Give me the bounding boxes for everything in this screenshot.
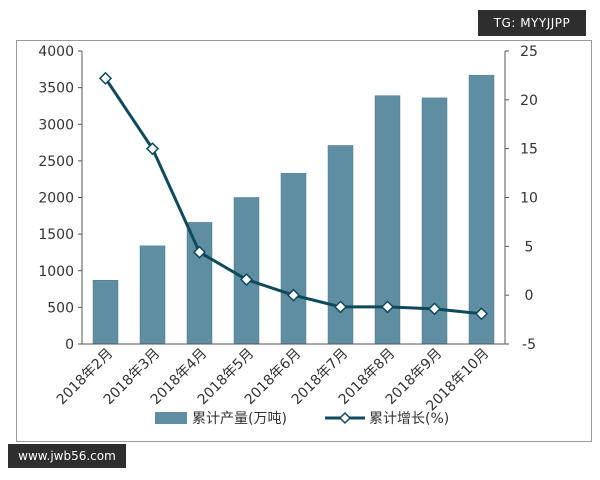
bar bbox=[327, 145, 354, 345]
line-point bbox=[333, 300, 348, 314]
watermark-badge-bottom: www.jwb56.com bbox=[8, 444, 126, 468]
right-tick-label: 25 bbox=[520, 44, 538, 60]
line-point bbox=[145, 142, 160, 156]
watermark-badge-top: TG: MYYJJPP bbox=[478, 10, 586, 36]
legend-bar-swatch bbox=[155, 412, 187, 424]
left-tick-label: 0 bbox=[65, 337, 74, 353]
bar bbox=[186, 222, 213, 345]
bar bbox=[139, 245, 166, 345]
bars-layer bbox=[92, 74, 495, 345]
chart-frame: 0 500 1000 1500 2000 2500 3000 3500 4000 -5 0 5 10 1… bbox=[16, 40, 592, 442]
line-layer bbox=[98, 71, 489, 321]
left-tick-label: 1500 bbox=[38, 227, 74, 243]
bar bbox=[233, 197, 260, 345]
left-tick-label: 3500 bbox=[38, 81, 74, 97]
line-point bbox=[427, 302, 442, 316]
bar bbox=[280, 173, 307, 345]
line-point bbox=[380, 300, 395, 314]
legend-line-marker bbox=[338, 411, 352, 425]
right-tick-label: 20 bbox=[520, 93, 538, 109]
right-axis-ticks: -5 0 5 10 15 20 25 bbox=[505, 44, 538, 353]
left-tick-label: 4000 bbox=[38, 44, 74, 60]
legend-line-label: 累计增长(%) bbox=[369, 411, 449, 427]
left-tick-label: 2000 bbox=[38, 191, 74, 207]
legend-bar-label: 累计产量(万吨) bbox=[192, 411, 287, 427]
combo-chart: 0 500 1000 1500 2000 2500 3000 3500 4000 -5 0 5 10 1… bbox=[38, 44, 538, 427]
legend: 累计产量(万吨) 累计增长(%) bbox=[155, 411, 449, 427]
line-point bbox=[98, 71, 113, 85]
line-point bbox=[192, 245, 207, 259]
line-point bbox=[286, 288, 301, 302]
left-tick-label: 3000 bbox=[38, 117, 74, 133]
right-tick-label: 10 bbox=[520, 191, 538, 207]
left-tick-label: 1000 bbox=[38, 264, 74, 280]
left-tick-label: 500 bbox=[47, 300, 74, 316]
right-tick-label: 15 bbox=[520, 142, 538, 158]
left-tick-label: 2500 bbox=[38, 154, 74, 170]
x-axis-ticks: 2018年2月2018年3月2018年4月2018年5月2018年6月2018年… bbox=[54, 346, 493, 415]
line-point bbox=[474, 307, 489, 321]
bar bbox=[92, 280, 119, 345]
left-axis-ticks: 0 500 1000 1500 2000 2500 3000 3500 4000 bbox=[38, 44, 82, 353]
bar bbox=[468, 74, 495, 345]
right-tick-label: 0 bbox=[525, 288, 534, 304]
line-point bbox=[239, 272, 254, 287]
right-tick-label: 5 bbox=[525, 239, 534, 255]
right-tick-label: -5 bbox=[522, 337, 536, 353]
